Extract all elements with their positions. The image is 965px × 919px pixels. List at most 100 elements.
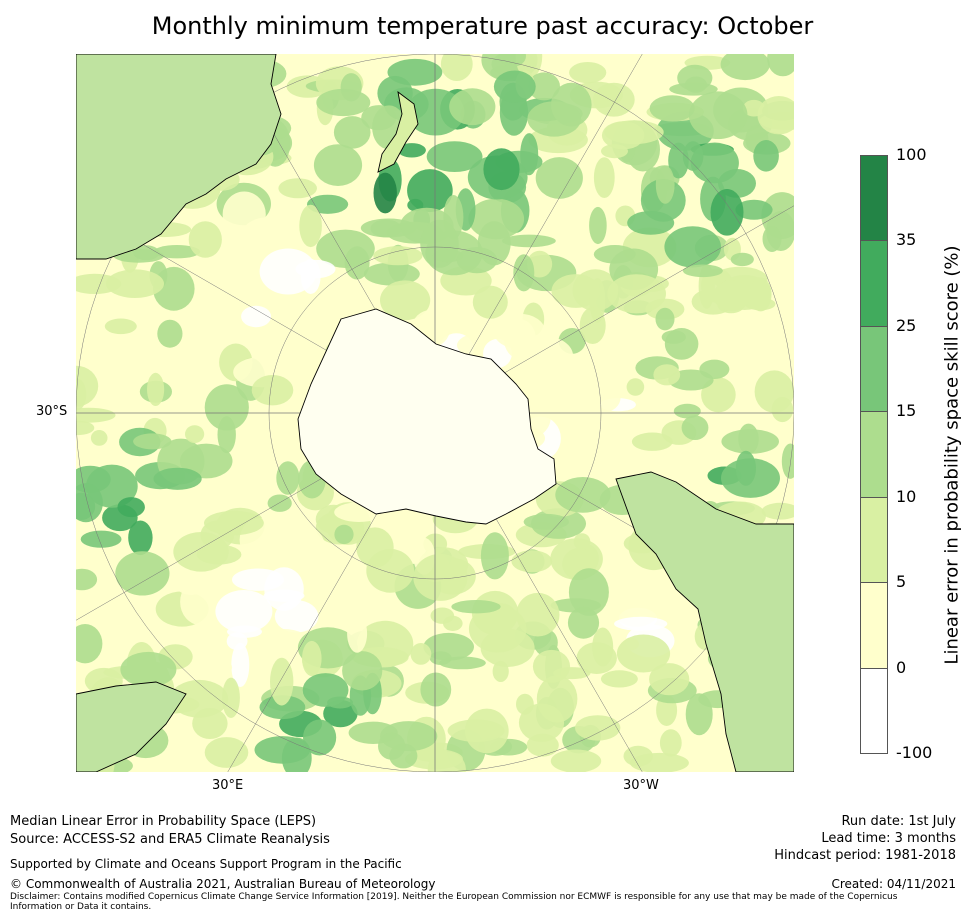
- skill-patch: [278, 178, 317, 199]
- skill-patch: [313, 144, 363, 186]
- skill-patch: [682, 141, 704, 171]
- skill-patch: [753, 140, 779, 172]
- skill-patch: [699, 359, 730, 379]
- skill-patch: [203, 658, 233, 677]
- skill-patch: [653, 364, 681, 386]
- skill-patch: [600, 670, 638, 688]
- skill-patch: [701, 377, 736, 413]
- skill-patch: [535, 157, 583, 199]
- skill-patch: [518, 703, 565, 742]
- skill-patch: [631, 432, 673, 451]
- skill-patch: [493, 70, 536, 103]
- skill-patch: [607, 274, 666, 314]
- skill-patch: [204, 257, 230, 284]
- skill-patch: [240, 217, 293, 259]
- colorbar-tick-label: 100: [896, 145, 927, 164]
- skill-patch: [316, 229, 375, 268]
- skill-patch: [267, 494, 292, 512]
- colorbar-tick-label: 5: [896, 572, 907, 592]
- skill-patch: [173, 532, 229, 572]
- skill-patch: [511, 550, 553, 573]
- disclaimer-text: Disclaimer: Contains modified Copernicus…: [10, 892, 898, 912]
- skill-patch: [611, 585, 661, 627]
- skill-patch: [456, 247, 498, 274]
- skill-patch: [215, 590, 273, 633]
- skill-patch: [175, 571, 208, 595]
- skill-patch: [406, 88, 465, 136]
- skill-patch: [410, 643, 432, 665]
- skill-patch: [757, 96, 794, 135]
- skill-patch: [397, 143, 426, 158]
- skill-patch: [334, 524, 354, 545]
- skill-patch: [387, 58, 443, 86]
- skill-patch: [649, 95, 695, 122]
- skill-patch: [373, 172, 397, 214]
- leps-label: Median Linear Error in Probability Space…: [10, 814, 317, 829]
- skill-patch: [356, 527, 394, 568]
- skill-patch: [281, 737, 312, 772]
- skill-patch: [569, 62, 607, 84]
- colorbar-bin: [860, 411, 888, 498]
- skill-patch: [307, 568, 356, 588]
- skill-patch: [380, 280, 431, 321]
- skill-patch: [407, 198, 424, 212]
- skill-patch: [342, 651, 383, 691]
- skill-patch: [226, 632, 248, 651]
- run-date: Run date: 1st July: [841, 814, 956, 829]
- skill-patch: [80, 530, 122, 548]
- skill-patch: [133, 433, 172, 450]
- skill-patch: [115, 551, 170, 596]
- skill-patch: [157, 319, 183, 348]
- skill-patch: [263, 589, 305, 602]
- skill-patch: [589, 206, 607, 245]
- skill-patch: [673, 403, 701, 419]
- skill-patch: [767, 54, 794, 77]
- skill-patch: [413, 553, 468, 601]
- lead-time: Lead time: 3 months: [821, 831, 956, 846]
- skill-patch: [426, 141, 483, 172]
- skill-patch: [302, 640, 322, 677]
- skill-patch: [300, 258, 321, 294]
- skill-patch: [241, 305, 272, 328]
- antarctica-coastline: [297, 308, 557, 525]
- skill-patch: [749, 277, 772, 312]
- skill-patch: [153, 245, 201, 259]
- skill-patch: [483, 148, 520, 191]
- skill-patch: [302, 673, 349, 707]
- skill-patch: [685, 693, 713, 736]
- colorbar-tick-label: 10: [896, 486, 917, 506]
- skill-patch: [192, 708, 228, 739]
- skill-patch: [222, 677, 240, 718]
- skill-patch: [76, 365, 99, 407]
- colorbar-label: Linear error in probability space skill …: [941, 245, 963, 665]
- skill-patch: [333, 116, 371, 149]
- skill-patch: [527, 101, 581, 137]
- skill-patch: [276, 461, 300, 495]
- meridian-line: [227, 54, 409, 367]
- chart-title: Monthly minimum temperature past accurac…: [151, 12, 814, 40]
- skill-patch: [614, 616, 668, 631]
- skill-patch: [347, 614, 368, 653]
- skill-patch: [378, 732, 406, 760]
- source-label: Source: ACCESS-S2 and ERA5 Climate Reana…: [10, 832, 330, 847]
- hindcast-period: Hindcast period: 1981-2018: [774, 848, 956, 863]
- skill-patch: [543, 392, 575, 409]
- skill-patch: [104, 318, 137, 335]
- skill-patch: [579, 307, 606, 344]
- skill-patch: [649, 663, 690, 696]
- colorbar-tick-label: 35: [896, 230, 917, 250]
- skill-patch: [684, 76, 707, 93]
- colorbar-bin: [860, 155, 888, 242]
- skill-patch: [627, 211, 675, 235]
- skill-patch: [761, 502, 794, 520]
- lat-label-30s: 30°S: [36, 404, 68, 419]
- skill-patch: [661, 330, 686, 344]
- skill-patch: [423, 632, 475, 661]
- created-date: Created: 04/11/2021: [831, 877, 956, 891]
- skill-patch: [664, 226, 721, 268]
- skill-patch: [681, 415, 709, 441]
- skill-patch: [204, 737, 249, 768]
- skill-patch: [440, 54, 473, 81]
- skill-patch: [231, 642, 250, 688]
- skill-patch: [655, 307, 675, 331]
